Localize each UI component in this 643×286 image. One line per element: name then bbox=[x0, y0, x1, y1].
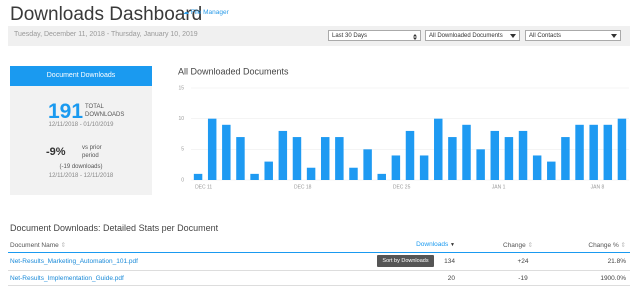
bar bbox=[405, 130, 415, 180]
column-name[interactable]: Downloads bbox=[416, 241, 449, 248]
y-tick-label: 5 bbox=[181, 147, 184, 153]
select-arrow bbox=[413, 34, 417, 40]
bar bbox=[448, 137, 457, 180]
total-dates: 12/11/2018 - 01/10/2019 bbox=[48, 122, 114, 128]
bar bbox=[207, 118, 217, 180]
row-rule bbox=[8, 270, 630, 271]
y-tick-label: 0 bbox=[181, 177, 184, 183]
sort-icon: ▼ bbox=[450, 242, 455, 248]
bar bbox=[349, 167, 358, 180]
bar bbox=[532, 155, 542, 180]
downloads-cell: 20 bbox=[447, 275, 455, 282]
bar bbox=[547, 161, 556, 180]
change-dates: 12/11/2018 - 12/11/2018 bbox=[48, 173, 114, 179]
bar bbox=[292, 137, 302, 180]
select-text: All Downloaded Documents bbox=[429, 33, 503, 39]
sort-icon: ⇕ bbox=[527, 242, 534, 249]
change-pct-cell: 21.8% bbox=[607, 258, 626, 265]
document-link[interactable]: Net-Results_Marketing_Automation_101.pdf bbox=[10, 258, 138, 265]
bar bbox=[603, 124, 613, 180]
change-value: -9% bbox=[46, 146, 66, 158]
x-tick-label: DEC 25 bbox=[393, 184, 411, 190]
x-tick-label: JAN 8 bbox=[591, 184, 605, 190]
bar bbox=[434, 118, 443, 180]
header-rule bbox=[8, 252, 630, 253]
card-header: Document Downloads bbox=[10, 66, 152, 86]
bar bbox=[575, 124, 584, 180]
column-name[interactable]: Change bbox=[503, 242, 526, 249]
x-tick-label: DEC 11 bbox=[195, 184, 212, 190]
bar bbox=[504, 137, 514, 180]
contacts-select[interactable]: All Contacts bbox=[525, 30, 621, 41]
select-arrow bbox=[611, 34, 617, 38]
bar bbox=[250, 173, 259, 180]
tooltip: Sort by Downloads bbox=[377, 255, 434, 267]
sort-icon: ⇕ bbox=[60, 242, 67, 249]
bar bbox=[264, 161, 273, 180]
column-name[interactable]: Change % bbox=[588, 242, 619, 249]
bar bbox=[617, 118, 627, 180]
bar bbox=[391, 155, 401, 180]
change-count: (-19 downloads) bbox=[59, 164, 103, 170]
bar bbox=[476, 149, 485, 180]
bar bbox=[193, 173, 203, 180]
bar bbox=[589, 124, 598, 180]
downloads-cell: 134 bbox=[444, 258, 455, 265]
select-arrow bbox=[510, 34, 516, 38]
document-link[interactable]: Net-Results_Implementation_Guide.pdf bbox=[10, 275, 124, 282]
select-text: Last 30 Days bbox=[332, 33, 368, 39]
chart: All Downloaded Documents 0 5 10 15 DEC 11 DEC… bbox=[178, 66, 629, 190]
bar bbox=[335, 137, 344, 180]
documents-select[interactable]: All Downloaded Documents bbox=[425, 30, 520, 41]
column-header[interactable]: Document Name ⇕ bbox=[10, 241, 66, 249]
bar bbox=[278, 130, 288, 180]
column-header[interactable]: Downloads ▼ bbox=[416, 241, 455, 248]
date-range: Tuesday, December 11, 2018 - Thursday, J… bbox=[14, 31, 198, 38]
bar bbox=[462, 124, 471, 180]
bar bbox=[222, 124, 231, 180]
total-count: 191 bbox=[48, 100, 84, 123]
change-label: vs prior period bbox=[82, 145, 102, 159]
column-header[interactable]: Change ⇕ bbox=[503, 241, 533, 249]
bar bbox=[236, 137, 245, 180]
bar bbox=[377, 173, 386, 180]
bar bbox=[490, 130, 500, 180]
column-name[interactable]: Document Name bbox=[10, 242, 59, 249]
y-tick-label: 15 bbox=[178, 85, 184, 91]
column-header[interactable]: Change % ⇕ bbox=[588, 241, 626, 249]
bar bbox=[363, 149, 372, 180]
period-select[interactable]: Last 30 Days bbox=[328, 30, 421, 41]
change-cell: -19 bbox=[518, 275, 528, 282]
x-tick-label: JAN 1 bbox=[492, 184, 506, 190]
bar bbox=[306, 167, 316, 180]
summary-card bbox=[10, 66, 152, 195]
page-title: Downloads Dashboard bbox=[10, 4, 203, 25]
chart-title: All Downloaded Documents bbox=[178, 66, 289, 76]
y-tick-label: 10 bbox=[178, 116, 184, 122]
select-text: All Contacts bbox=[529, 33, 562, 39]
sort-icon: ⇕ bbox=[620, 242, 626, 249]
change-cell: +24 bbox=[517, 258, 529, 265]
bar bbox=[419, 155, 429, 180]
link-text[interactable]: File Manager bbox=[190, 9, 229, 16]
change-pct-cell: 1900.0% bbox=[600, 275, 626, 282]
bar bbox=[320, 137, 330, 180]
bar bbox=[518, 130, 528, 180]
table-title: Document Downloads: Detailed Stats per D… bbox=[10, 223, 219, 233]
total-label: TOTAL DOWNLOADS bbox=[85, 104, 125, 118]
file-manager-link[interactable]: ☁ File Manager bbox=[183, 9, 229, 16]
x-tick-label: DEC 18 bbox=[294, 184, 312, 190]
bar bbox=[561, 137, 570, 180]
